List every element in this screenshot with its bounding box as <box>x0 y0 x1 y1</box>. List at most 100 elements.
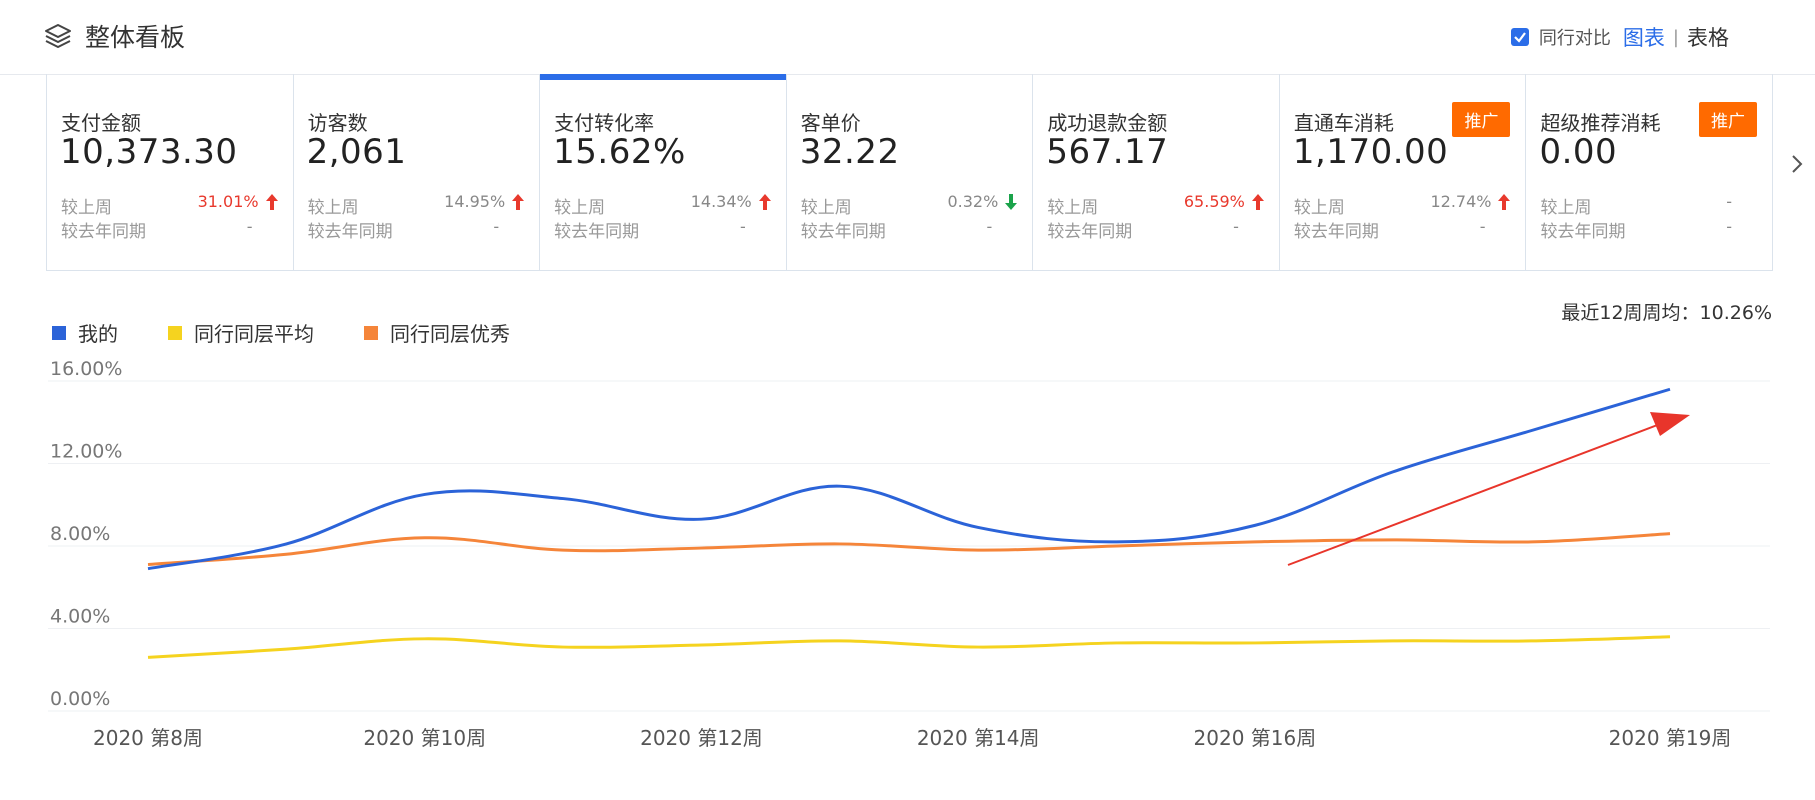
legend-label: 同行同层优秀 <box>390 322 510 346</box>
wow-value: 12.74% <box>1430 192 1492 211</box>
arrow-up-icon <box>1498 193 1511 210</box>
wow-change: 0.32% <box>947 192 1018 211</box>
wow-label: 较上周 <box>1047 198 1099 218</box>
x-tick-label: 2020 第8周 <box>93 726 203 750</box>
wow-change: 65.59% <box>1184 192 1265 211</box>
wow-label: 较上周 <box>1540 198 1592 218</box>
legend-item[interactable]: 同行同层平均 <box>168 318 314 347</box>
x-tick-label: 2020 第16周 <box>1194 726 1317 750</box>
wow-change: 14.34% <box>691 192 772 211</box>
arrow-up-icon <box>758 193 771 210</box>
metric-card[interactable]: 访客数 2,061 较上周 14.95% 较去年同期 - <box>294 74 541 270</box>
metric-card[interactable]: 客单价 32.22 较上周 0.32% 较去年同期 - <box>787 74 1034 270</box>
metric-label: 超级推荐消耗 <box>1540 111 1661 135</box>
metric-label: 支付金额 <box>61 111 141 135</box>
view-divider: | <box>1672 26 1679 48</box>
metric-value: 2,061 <box>306 132 407 172</box>
series-line-0 <box>147 387 1671 571</box>
arrow-down-icon <box>1005 193 1018 210</box>
legend-label: 同行同层平均 <box>194 322 314 346</box>
wow-value: 0.32% <box>947 192 999 211</box>
arrow-up-icon <box>265 193 278 210</box>
wow-change: - <box>1726 192 1732 211</box>
layers-icon <box>45 24 71 48</box>
arrow-up-icon <box>1251 193 1264 210</box>
x-tick-label: 2020 第10周 <box>363 726 486 750</box>
compare-controls: 同行对比 图表 | 表格 <box>1510 22 1729 52</box>
yoy-label: 较去年同期 <box>61 222 146 242</box>
legend-swatch <box>168 325 182 340</box>
chart-legend: 我的 同行同层平均 同行同层优秀 <box>52 318 560 347</box>
page-title: 整体看板 <box>85 23 186 52</box>
metric-card[interactable]: 成功退款金额 567.17 较上周 65.59% 较去年同期 - <box>1033 74 1280 270</box>
weekly-average: 最近12周周均：10.26% <box>1561 302 1772 324</box>
yoy-label: 较去年同期 <box>1047 222 1133 242</box>
wow-value: 14.34% <box>690 192 752 211</box>
wow-value: 31.01% <box>197 192 259 211</box>
series-line-1 <box>147 635 1671 659</box>
yoy-value: - <box>1726 217 1733 236</box>
y-tick-label: 0.00% <box>50 688 110 710</box>
metric-card[interactable]: 直通车消耗 推广 1,170.00 较上周 12.74% 较去年同期 - <box>1280 74 1527 270</box>
series-line-2 <box>147 532 1671 567</box>
metric-card-active[interactable]: 支付转化率 15.62% 较上周 14.34% 较去年同期 - <box>540 74 787 270</box>
arrow-up-icon <box>512 193 525 210</box>
compare-label: 同行对比 <box>1538 28 1611 49</box>
yoy-value: - <box>739 217 746 236</box>
metric-label: 支付转化率 <box>554 111 655 135</box>
metric-label: 直通车消耗 <box>1293 111 1394 135</box>
wow-label: 较上周 <box>1293 198 1345 218</box>
y-tick-label: 8.00% <box>50 523 110 545</box>
wow-change: 14.95% <box>444 192 525 211</box>
y-tick-label: 16.00% <box>50 358 122 380</box>
annotation-arrow-shaft <box>1287 423 1661 566</box>
metric-value: 15.62% <box>553 132 686 172</box>
y-tick-label: 4.00% <box>50 606 110 628</box>
metric-value: 10,373.30 <box>60 132 238 172</box>
metric-card[interactable]: 支付金额 10,373.30 较上周 31.01% 较去年同期 - <box>47 74 294 270</box>
wow-label: 较上周 <box>554 198 606 218</box>
legend-item[interactable]: 同行同层优秀 <box>364 318 510 347</box>
x-tick-label: 2020 第12周 <box>640 726 763 750</box>
y-tick-label: 12.00% <box>50 441 122 463</box>
metric-label: 访客数 <box>307 111 368 135</box>
yoy-value: - <box>986 217 993 236</box>
wow-change: 31.01% <box>198 192 279 211</box>
top-bar: 整体看板 同行对比 图表 | 表格 <box>0 0 1815 75</box>
view-chart-link[interactable]: 图表 <box>1622 26 1665 50</box>
legend-label: 我的 <box>78 322 118 346</box>
metric-card[interactable]: 超级推荐消耗 推广 0.00 较上周 - 较去年同期 - <box>1526 74 1772 270</box>
metric-label: 客单价 <box>800 111 861 135</box>
metric-cards: 支付金额 10,373.30 较上周 31.01% 较去年同期 - 访客数 2,… <box>46 74 1773 271</box>
yoy-label: 较去年同期 <box>800 222 886 242</box>
x-tick-label: 2020 第19周 <box>1609 726 1732 750</box>
view-table-link[interactable]: 表格 <box>1687 26 1729 50</box>
legend-swatch <box>364 325 378 340</box>
metric-value: 0.00 <box>1539 132 1618 172</box>
yoy-value: - <box>1233 217 1239 236</box>
wow-label: 较上周 <box>800 198 852 218</box>
wow-label: 较上周 <box>61 198 112 218</box>
chevron-right-icon[interactable] <box>1785 152 1809 176</box>
wow-change: 12.74% <box>1430 192 1511 211</box>
wow-value: - <box>1726 192 1733 211</box>
metric-value: 1,170.00 <box>1292 132 1449 172</box>
yoy-value: - <box>1479 217 1486 236</box>
metric-value: 567.17 <box>1046 132 1169 172</box>
yoy-label: 较去年同期 <box>307 222 393 242</box>
compare-checkbox[interactable] <box>1510 28 1529 46</box>
wow-value: 65.59% <box>1183 192 1245 211</box>
yoy-value: - <box>493 217 500 236</box>
legend-item[interactable]: 我的 <box>52 318 118 347</box>
yoy-label: 较去年同期 <box>1540 222 1626 242</box>
line-chart: 0.00% 4.00% 8.00% 12.00% 16.00% 2020 第8周 2020 … <box>48 358 1770 750</box>
metric-label: 成功退款金额 <box>1047 111 1168 135</box>
wow-value: 14.95% <box>444 192 506 211</box>
yoy-label: 较去年同期 <box>1293 222 1379 242</box>
legend-swatch <box>52 325 66 340</box>
promo-badge[interactable]: 推广 <box>1452 102 1511 137</box>
yoy-value: - <box>246 217 253 236</box>
check-icon <box>1514 32 1526 43</box>
promo-badge[interactable]: 推广 <box>1699 102 1758 137</box>
metric-value: 32.22 <box>799 132 900 172</box>
